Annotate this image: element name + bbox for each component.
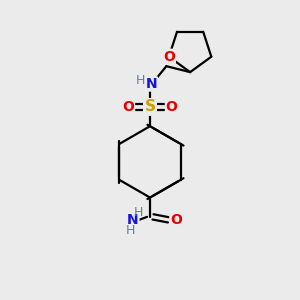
Text: O: O	[123, 100, 134, 114]
Text: S: S	[145, 99, 155, 114]
Text: N: N	[146, 77, 157, 91]
Text: H: H	[125, 224, 135, 237]
Text: H: H	[134, 206, 143, 219]
Text: O: O	[170, 213, 182, 227]
Text: O: O	[163, 50, 175, 64]
Text: N: N	[127, 213, 139, 227]
Text: O: O	[166, 100, 177, 114]
Text: H: H	[136, 74, 145, 87]
